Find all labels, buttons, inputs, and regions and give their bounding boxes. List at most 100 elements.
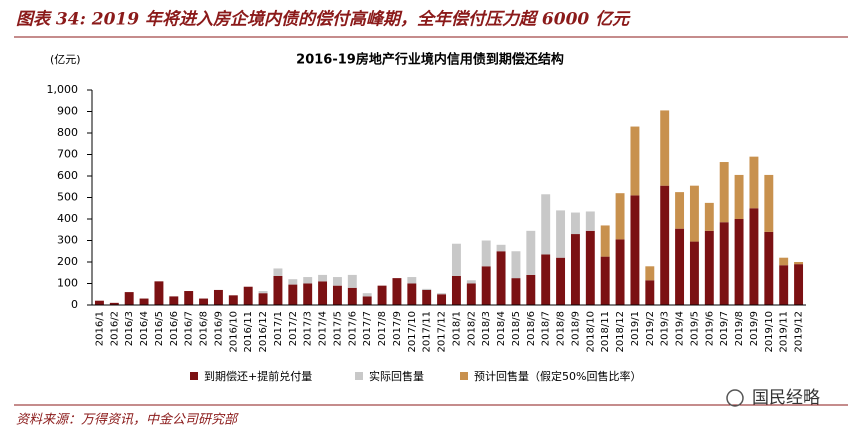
x-tick-label: 2019/10 xyxy=(764,311,775,353)
bar-segment xyxy=(511,278,521,305)
bar-segment xyxy=(109,302,119,305)
bar-segment xyxy=(764,231,774,305)
x-tick-label: 2019/11 xyxy=(779,311,790,353)
bar-segment xyxy=(734,174,744,219)
bar-segment xyxy=(615,193,625,240)
bar-segment xyxy=(451,275,461,305)
x-tick-label: 2018/1 xyxy=(451,311,462,346)
bar-segment xyxy=(645,266,655,281)
bar-segment xyxy=(288,284,298,305)
x-tick-label: 2019/8 xyxy=(734,311,745,346)
bar-segment xyxy=(318,274,328,282)
x-tick-label: 2016/3 xyxy=(124,311,135,346)
x-tick-label: 2019/6 xyxy=(704,311,715,346)
bar-segment xyxy=(675,228,685,305)
legend-swatch xyxy=(355,372,363,380)
x-tick-label: 2016/6 xyxy=(169,311,180,346)
x-tick-label: 2018/3 xyxy=(481,311,492,346)
bar-segment xyxy=(243,286,253,305)
y-axis-label: (亿元) xyxy=(50,53,81,66)
bar-segment xyxy=(704,230,714,305)
bar-segment xyxy=(556,210,566,258)
bar-segment xyxy=(228,295,238,305)
bar-segment xyxy=(481,240,491,267)
x-tick-label: 2018/9 xyxy=(570,311,581,346)
bar-segment xyxy=(481,266,491,305)
bar-segment xyxy=(258,291,268,294)
bar-segment xyxy=(645,280,655,305)
x-tick-label: 2017/10 xyxy=(407,311,418,353)
x-tick-label: 2018/2 xyxy=(466,311,477,346)
x-tick-label: 2017/8 xyxy=(377,311,388,346)
x-tick-label: 2019/1 xyxy=(630,311,641,346)
x-tick-label: 2017/4 xyxy=(318,311,329,346)
x-tick-label: 2016/9 xyxy=(213,311,224,346)
bar-segment xyxy=(689,185,699,242)
x-tick-label: 2017/2 xyxy=(288,311,299,346)
x-tick-label: 2018/4 xyxy=(496,311,507,346)
bar-segment xyxy=(288,279,298,285)
bar-segment xyxy=(169,296,179,305)
x-tick-label: 2019/9 xyxy=(749,311,760,346)
chart-title: 2016-19房地产行业境内信用债到期偿还结构 xyxy=(296,52,564,68)
bar-segment xyxy=(437,293,447,295)
y-tick-label: 1,000 xyxy=(47,83,79,96)
bar-segment xyxy=(570,212,580,235)
x-tick-label: 2016/1 xyxy=(94,311,105,346)
bar-segment xyxy=(719,162,729,223)
x-tick-label: 2017/5 xyxy=(332,311,343,346)
bar-segment xyxy=(749,208,759,305)
bar-segment xyxy=(615,239,625,305)
bar-segment xyxy=(273,275,283,305)
bar-segment xyxy=(511,251,521,279)
x-tick-label: 2018/7 xyxy=(541,311,552,346)
y-tick-label: 800 xyxy=(57,126,78,139)
bar-segment xyxy=(154,281,164,305)
header-title: 图表 34: 2019 年将进入房企境内债的偿付高峰期，全年偿付压力超 6000… xyxy=(16,10,631,30)
x-tick-label: 2019/2 xyxy=(645,311,656,346)
x-tick-label: 2018/12 xyxy=(615,311,626,353)
bar-segment xyxy=(704,202,714,231)
x-tick-label: 2017/7 xyxy=(362,311,373,346)
y-tick-label: 600 xyxy=(57,169,78,182)
source: 资料来源：万得资讯，中金公司研究部 xyxy=(16,412,239,428)
y-tick-label: 300 xyxy=(57,234,78,247)
x-tick-label: 2016/12 xyxy=(258,311,269,353)
legend-swatch xyxy=(460,372,468,380)
x-tick-label: 2016/7 xyxy=(184,311,195,346)
bar-segment xyxy=(213,289,223,305)
bar-segment xyxy=(124,292,134,305)
bar-segment xyxy=(630,126,640,196)
y-tick-label: 0 xyxy=(71,298,78,311)
bar-segment xyxy=(466,283,476,305)
x-tick-label: 2016/8 xyxy=(199,311,210,346)
bar-segment xyxy=(749,156,759,209)
bar-segment xyxy=(660,185,670,305)
x-tick-label: 2016/2 xyxy=(109,311,120,346)
x-tick-label: 2016/10 xyxy=(228,311,239,353)
bar-segment xyxy=(273,268,283,276)
bar-segment xyxy=(794,264,804,305)
bar-segment xyxy=(422,288,432,290)
bar-segment xyxy=(689,241,699,305)
bar-segment xyxy=(422,289,432,305)
x-tick-label: 2019/5 xyxy=(689,311,700,346)
legend-label: 到期偿还+提前兑付量 xyxy=(204,369,312,383)
bar-segment xyxy=(675,192,685,229)
legend-swatch xyxy=(190,372,198,380)
bar-segment xyxy=(94,300,104,305)
bar-segment xyxy=(303,283,313,305)
x-tick-label: 2016/11 xyxy=(243,311,254,353)
x-tick-label: 2018/10 xyxy=(585,311,596,353)
x-tick-label: 2017/1 xyxy=(273,311,284,346)
bar-segment xyxy=(794,262,804,265)
x-tick-label: 2018/8 xyxy=(556,311,567,346)
x-tick-label: 2017/3 xyxy=(303,311,314,346)
bar-segment xyxy=(600,225,610,257)
bar-segment xyxy=(779,265,789,305)
y-tick-label: 700 xyxy=(57,148,78,161)
bar-segment xyxy=(377,285,387,305)
bar-segment xyxy=(407,277,417,284)
y-tick-label: 100 xyxy=(57,277,78,290)
